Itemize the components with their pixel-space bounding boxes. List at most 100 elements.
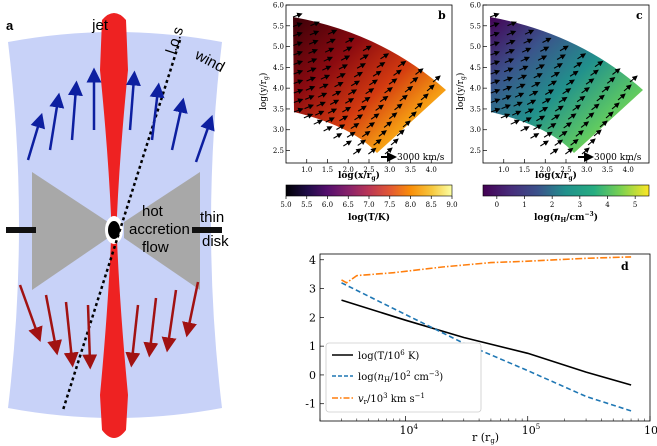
disk-label-2: disk — [202, 233, 229, 250]
colorbar-tick-label: 4 — [605, 201, 610, 209]
colorbar-tick-label: 2 — [550, 201, 554, 209]
flow-label-2: accretion — [129, 221, 190, 238]
y-tick-label: 5.5 — [470, 22, 481, 30]
velocity-vector — [390, 138, 399, 146]
colorbar-tick-label: 5.0 — [280, 201, 291, 209]
velocity-vector — [388, 78, 398, 85]
panel-c-arrow-key-label: 3000 km/s — [594, 153, 642, 163]
velocity-vector — [522, 117, 532, 123]
panel-c-label: c — [636, 9, 643, 22]
velocity-vector — [500, 113, 511, 119]
velocity-vector — [587, 138, 596, 146]
x-tick-label: 1.5 — [519, 166, 530, 174]
velocity-vector — [362, 45, 372, 52]
velocity-vector — [353, 71, 363, 78]
velocity-vector — [596, 94, 605, 102]
velocity-vector — [501, 104, 511, 110]
outflow-arrow-up — [125, 70, 141, 131]
velocity-vector — [556, 54, 566, 60]
velocity-vector — [569, 70, 579, 77]
x-tick-label: 3.0 — [384, 166, 395, 174]
velocity-vector — [611, 102, 620, 110]
colorbar-tick-label: 8.5 — [426, 201, 437, 209]
velocity-vector — [383, 121, 393, 128]
x-tick-label: 106 — [644, 423, 657, 437]
panel-b-colorbar — [285, 184, 453, 197]
velocity-vector — [617, 93, 626, 101]
velocity-vector — [606, 77, 616, 84]
velocity-vector — [327, 29, 338, 35]
velocity-vector — [502, 85, 513, 91]
velocity-vector — [293, 50, 303, 56]
velocity-vector — [317, 92, 328, 98]
velocity-vector — [393, 69, 402, 76]
velocity-vector — [426, 84, 435, 92]
velocity-vector — [320, 74, 331, 80]
velocity-vector — [380, 53, 390, 60]
velocity-vector — [343, 140, 352, 147]
velocity-vector — [581, 87, 590, 94]
velocity-vector — [490, 60, 501, 66]
velocity-vector — [535, 64, 545, 70]
velocity-vector — [378, 130, 387, 137]
outflow-arrow-up — [48, 92, 65, 151]
y-tick-label: 2.5 — [470, 147, 481, 155]
velocity-vector — [567, 113, 577, 120]
disk-label-1: thin — [200, 209, 224, 226]
velocity-vector — [345, 98, 355, 104]
velocity-vector — [345, 37, 355, 44]
velocity-vector — [293, 88, 304, 94]
x-tick-label: 1.5 — [322, 166, 333, 174]
velocity-vector — [342, 106, 352, 113]
outflow-arrow-down — [82, 304, 98, 370]
velocity-vector — [343, 46, 353, 52]
y-tick-label: 4.0 — [470, 85, 481, 93]
colorbar-tick-label: 0 — [495, 201, 499, 209]
panel-b-vectors — [292, 12, 441, 155]
velocity-vector — [599, 120, 608, 128]
velocity-vector — [612, 68, 621, 75]
velocity-vector — [307, 58, 318, 64]
panel-d-label: d — [621, 260, 629, 273]
y-tick-label: 2.5 — [273, 147, 284, 155]
outflow-arrows-up — [26, 67, 215, 163]
velocity-vector — [553, 63, 563, 69]
velocity-vector — [505, 39, 516, 45]
velocity-vector — [384, 87, 393, 94]
panel-c-vectors — [489, 12, 638, 155]
velocity-vector — [293, 79, 304, 85]
y-tick-label: 5.0 — [470, 43, 481, 51]
velocity-vector — [379, 95, 389, 103]
velocity-vector — [572, 104, 581, 111]
panel-b: b 1.0 1.5 2.0 2.5 3.0 3.5 4.0 2.5 3.0 3.5 4.0 4.5 5.… — [258, 2, 458, 224]
y-tick-label: 3.5 — [273, 105, 284, 113]
velocity-vector — [292, 12, 303, 18]
velocity-vector — [303, 113, 314, 119]
colorbar-tick-label: 5.5 — [301, 201, 312, 209]
velocity-vector — [531, 82, 541, 88]
colorbar-tick-label: 7.0 — [363, 201, 374, 209]
x-tick-label: 1.0 — [301, 166, 312, 174]
velocity-vector — [326, 38, 336, 44]
velocity-vector — [511, 110, 522, 116]
panel-b-ylabel: log(y/rg) — [258, 73, 270, 110]
x-tick-label: 4.0 — [623, 166, 634, 174]
flow-label-1: hot — [142, 203, 164, 220]
outflow-arrow-down — [182, 281, 200, 338]
velocity-vector — [562, 88, 572, 95]
velocity-vector — [323, 126, 333, 132]
velocity-vector — [365, 88, 375, 95]
black-hole — [108, 221, 120, 239]
velocity-vector — [565, 147, 574, 155]
hot-accretion-flow-left — [32, 172, 108, 290]
velocity-vector — [414, 102, 423, 110]
x-tick-label: 105 — [522, 423, 540, 437]
velocity-vector — [490, 50, 500, 56]
legend-entry-n: log(nH/102 cm−3) — [358, 370, 443, 384]
velocity-vector — [581, 147, 590, 155]
velocity-vector — [601, 85, 611, 93]
velocity-vector — [577, 53, 587, 60]
velocity-vector — [357, 105, 367, 112]
velocity-vector — [629, 75, 638, 83]
